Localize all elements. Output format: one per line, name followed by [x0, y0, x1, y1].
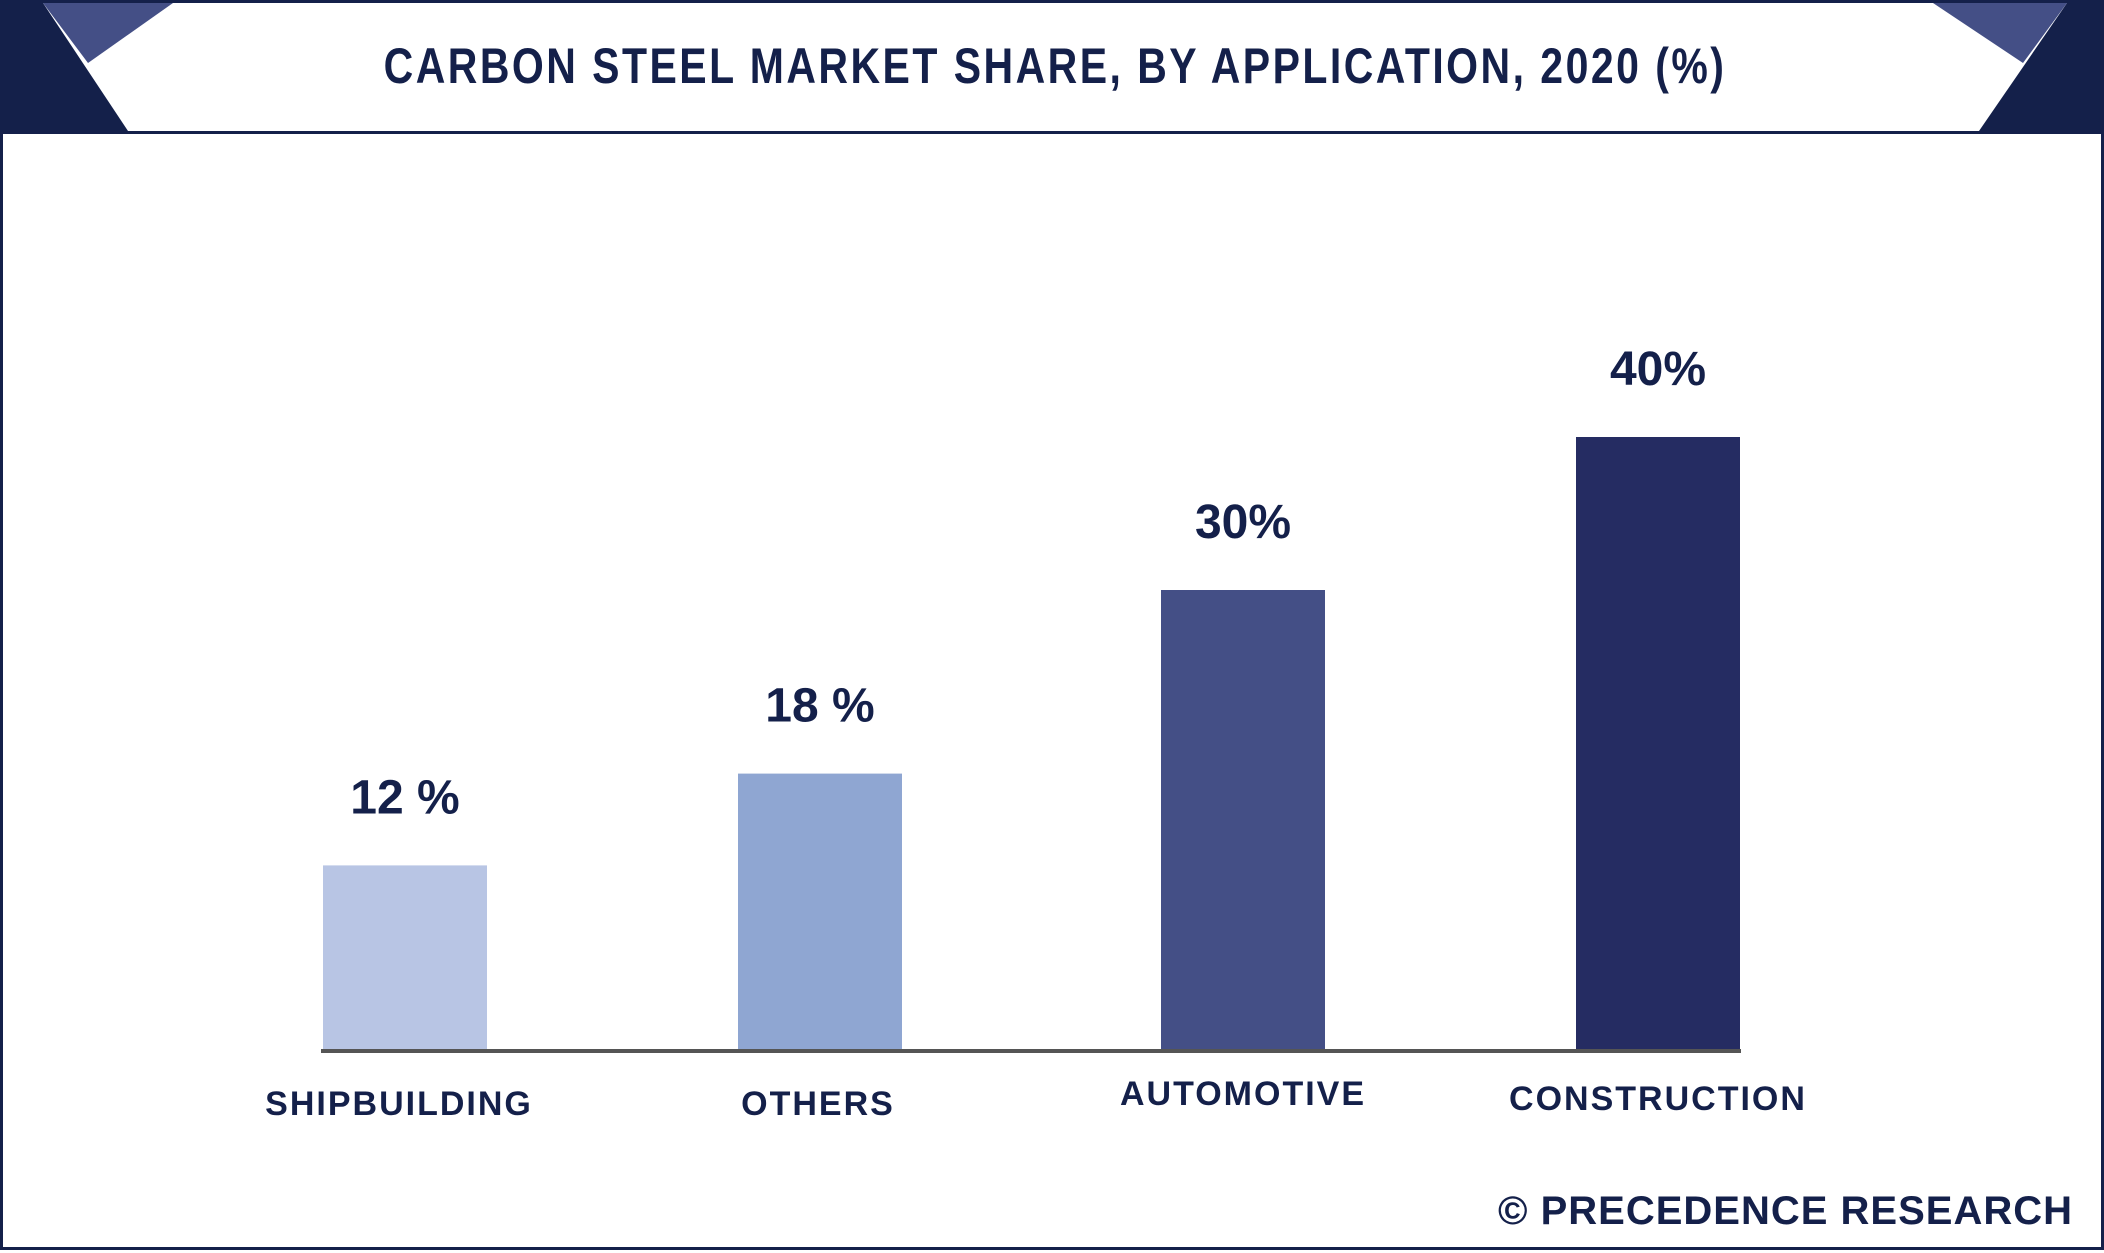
bar-others	[738, 773, 902, 1049]
value-label-shipbuilding: 12 %	[350, 771, 459, 824]
brand-credit: © PRECEDENCE RESEARCH	[1497, 1189, 2073, 1233]
bar-construction	[1576, 437, 1740, 1049]
title-banner	[3, 3, 2104, 131]
category-label-shipbuilding: SHIPBUILDING	[265, 1085, 533, 1123]
banner-corner-right-dark	[1979, 3, 2104, 131]
title-underline	[3, 131, 2104, 134]
value-label-automotive: 30%	[1195, 496, 1291, 549]
category-label-others: OTHERS	[741, 1085, 895, 1123]
bar-shipbuilding	[323, 865, 487, 1049]
category-label-automotive: AUTOMOTIVE	[1120, 1075, 1366, 1113]
banner-corner-left-dark	[3, 3, 128, 131]
banner-corner-right-accent	[1933, 3, 2067, 63]
bar-chart: 12 % SHIPBUILDING 18 % OTHERS 30% AUTOMOTIVE 4…	[265, 343, 1807, 1123]
chart-title: CARBON STEEL MARKET SHARE, BY APPLICATIO…	[383, 38, 1727, 94]
category-label-construction: CONSTRUCTION	[1509, 1080, 1807, 1118]
value-label-construction: 40%	[1610, 343, 1706, 396]
banner-corner-left-accent	[43, 3, 173, 63]
bar-automotive	[1161, 590, 1325, 1049]
value-label-others: 18 %	[765, 680, 874, 733]
